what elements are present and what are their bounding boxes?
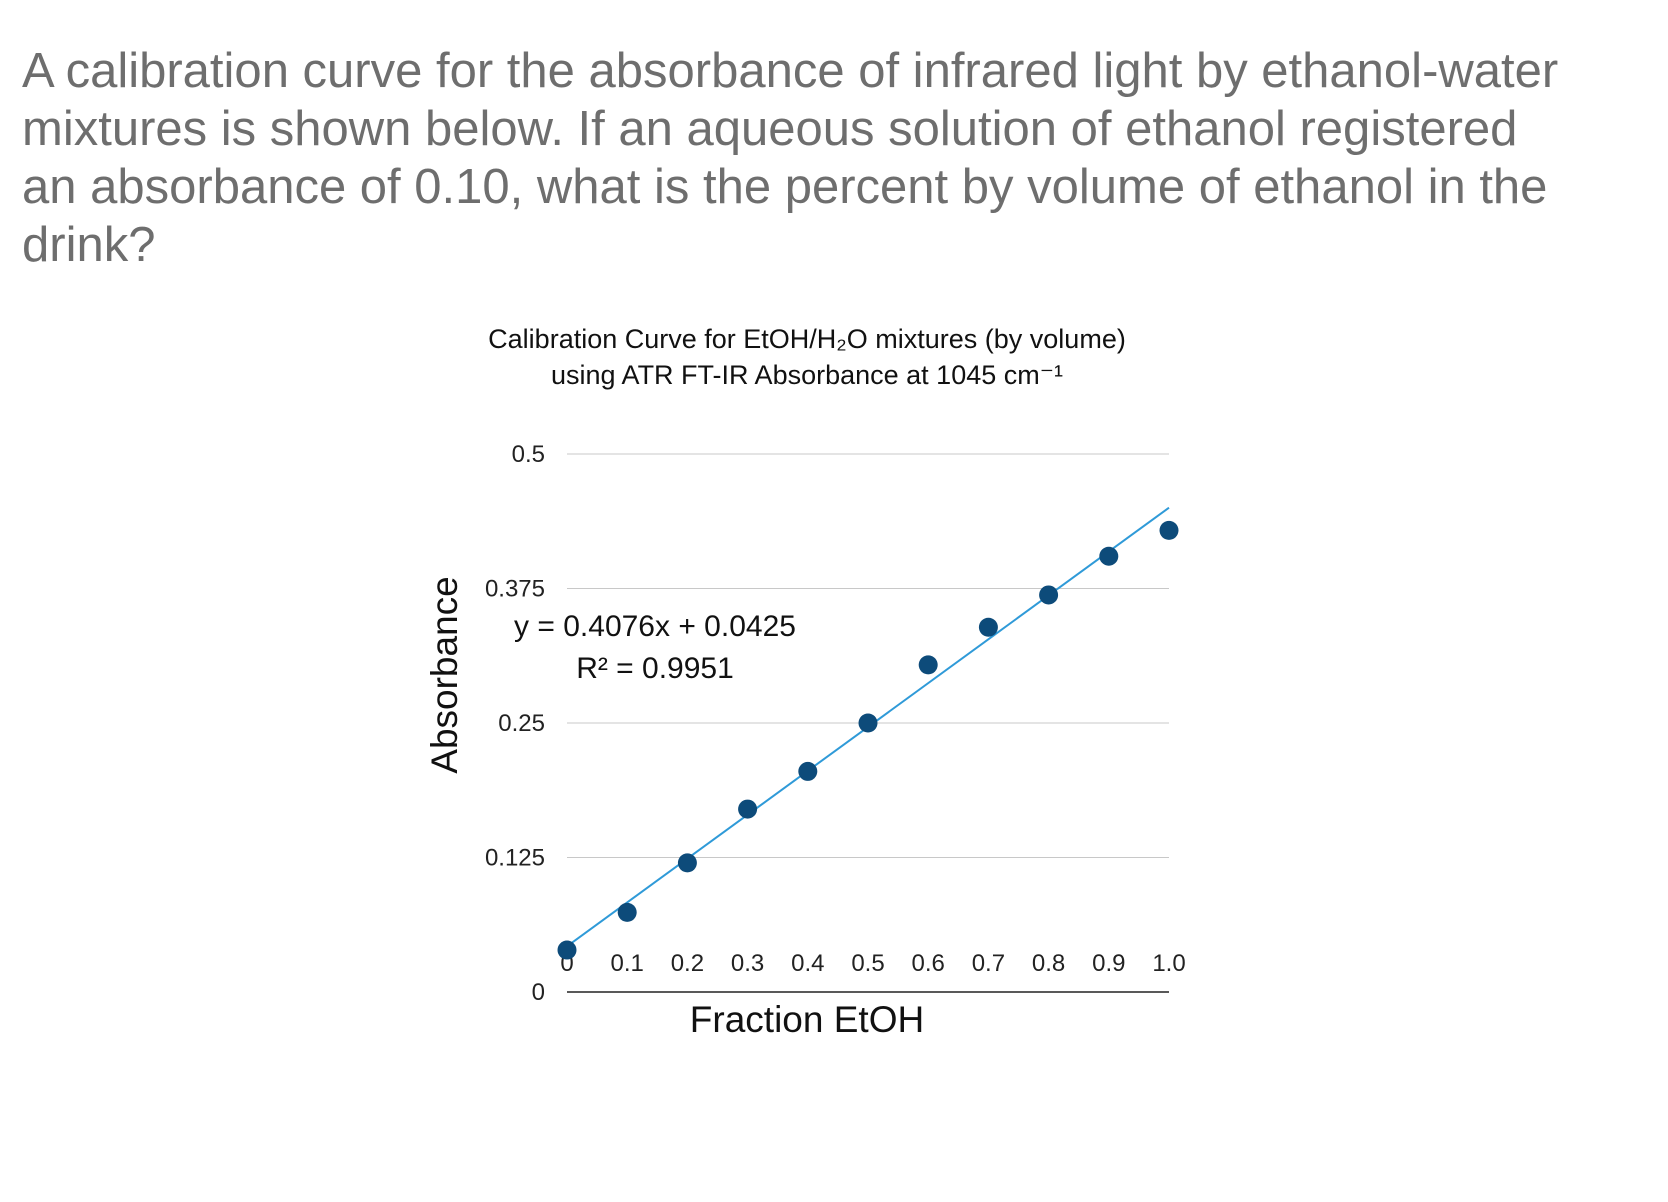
x-tick-label: 0.2 (671, 950, 704, 977)
data-point (557, 940, 577, 960)
x-tick-label: 0.4 (791, 950, 824, 977)
x-tick-label: 0.9 (1092, 950, 1125, 977)
gridlines (567, 453, 1169, 993)
question-text: A calibration curve for the absorbance o… (22, 44, 1559, 272)
data-point (617, 902, 637, 922)
x-tick-label: 1.0 (1152, 950, 1185, 977)
chart-title-line1: Calibration Curve for EtOH/H₂O mixtures … (488, 324, 1126, 354)
y-tick-label: 0.375 (485, 576, 545, 603)
data-points (557, 520, 1179, 960)
y-axis-ticks: 0 0.125 0.25 0.375 0.5 (485, 441, 545, 1006)
data-point (1039, 585, 1059, 605)
data-point (738, 799, 758, 819)
data-point (1159, 520, 1179, 540)
trendline-equation: y = 0.4076x + 0.0425 (514, 610, 796, 643)
data-point (798, 761, 818, 781)
x-tick-label: 0.3 (731, 950, 764, 977)
y-axis-label: Absorbance (424, 576, 465, 773)
r-squared-value: R² = 0.9951 (576, 652, 734, 685)
y-tick-label: 0.125 (485, 845, 545, 872)
y-tick-label: 0.25 (498, 710, 545, 737)
chart-title-line2: using ATR FT-IR Absorbance at 1045 cm⁻¹ (551, 360, 1063, 390)
data-point (677, 853, 697, 873)
x-axis-ticks: 0 0.1 0.2 0.3 0.4 0.5 0.6 0.7 0.8 0.9 1.0 (560, 950, 1185, 977)
x-tick-label: 0.1 (611, 950, 644, 977)
data-point (918, 655, 938, 675)
y-tick-label: 0.5 (512, 441, 545, 468)
x-tick-label: 0.5 (851, 950, 884, 977)
y-tick-label: 0 (532, 979, 545, 1006)
x-tick-label: 0.6 (912, 950, 945, 977)
x-axis-label: Fraction EtOH (690, 999, 924, 1040)
data-point (858, 713, 878, 733)
x-tick-label: 0.7 (972, 950, 1005, 977)
data-point (978, 617, 998, 637)
x-tick-label: 0.8 (1032, 950, 1065, 977)
data-point (1099, 546, 1119, 566)
